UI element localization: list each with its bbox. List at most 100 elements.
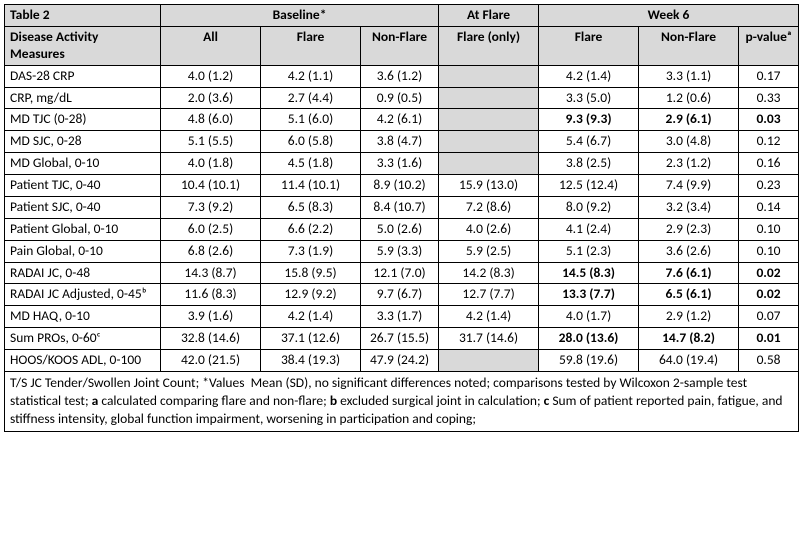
cell-all: 42.0 (21.5)	[161, 350, 261, 372]
cell-baseline-flare: 4.2 (1.1)	[261, 65, 361, 87]
footnote-text: T/S JC Tender/Swollen Joint Count; *Valu…	[10, 374, 783, 427]
cell-baseline-nonflare: 5.9 (3.3)	[361, 240, 439, 262]
table-row: HOOS/KOOS ADL, 0-10042.0 (21.5)38.4 (19.…	[5, 350, 799, 372]
cell-baseline-nonflare: 3.8 (4.7)	[361, 131, 439, 153]
cell-all: 4.0 (1.2)	[161, 65, 261, 87]
cell-pvalue: 0.03	[739, 109, 799, 131]
cell-w6-flare: 3.8 (2.5)	[539, 153, 639, 175]
row-label: RADAI JC Adjusted, 0-45ᵇ	[5, 284, 161, 306]
cell-baseline-nonflare: 4.2 (6.1)	[361, 109, 439, 131]
cell-baseline-nonflare: 26.7 (15.5)	[361, 328, 439, 350]
cell-w6-nonflare: 3.3 (1.1)	[639, 65, 739, 87]
cell-w6-nonflare: 2.3 (1.2)	[639, 153, 739, 175]
cell-all: 11.6 (8.3)	[161, 284, 261, 306]
cell-baseline-flare: 5.1 (6.0)	[261, 109, 361, 131]
cell-pvalue: 0.12	[739, 131, 799, 153]
cell-baseline-flare: 11.4 (10.1)	[261, 175, 361, 197]
cell-baseline-flare: 6.0 (5.8)	[261, 131, 361, 153]
cell-pvalue: 0.14	[739, 196, 799, 218]
cell-at-flare	[439, 131, 539, 153]
cell-baseline-nonflare: 12.1 (7.0)	[361, 262, 439, 284]
col-flare: Flare	[261, 26, 361, 65]
cell-w6-flare: 28.0 (13.6)	[539, 328, 639, 350]
cell-w6-flare: 9.3 (9.3)	[539, 109, 639, 131]
cell-at-flare: 12.7 (7.7)	[439, 284, 539, 306]
cell-at-flare: 4.2 (1.4)	[439, 306, 539, 328]
cell-baseline-flare: 6.6 (2.2)	[261, 218, 361, 240]
cell-baseline-nonflare: 47.9 (24.2)	[361, 350, 439, 372]
row-label: MD SJC, 0-28	[5, 131, 161, 153]
cell-all: 4.8 (6.0)	[161, 109, 261, 131]
cell-baseline-flare: 2.7 (4.4)	[261, 87, 361, 109]
cell-pvalue: 0.02	[739, 262, 799, 284]
cell-pvalue: 0.10	[739, 218, 799, 240]
cell-all: 7.3 (9.2)	[161, 196, 261, 218]
cell-w6-nonflare: 2.9 (2.3)	[639, 218, 739, 240]
cell-w6-flare: 5.1 (2.3)	[539, 240, 639, 262]
cell-baseline-flare: 12.9 (9.2)	[261, 284, 361, 306]
row-label: CRP, mg/dL	[5, 87, 161, 109]
cell-baseline-nonflare: 9.7 (6.7)	[361, 284, 439, 306]
header-at-flare: At Flare	[439, 5, 539, 27]
cell-w6-nonflare: 2.9 (6.1)	[639, 109, 739, 131]
table-row: MD Global, 0-104.0 (1.8)4.5 (1.8)3.3 (1.…	[5, 153, 799, 175]
cell-baseline-nonflare: 8.4 (10.7)	[361, 196, 439, 218]
table-caption: Table 2	[5, 5, 161, 27]
col-measures: Disease Activity Measures	[5, 26, 161, 65]
row-label: RADAI JC, 0-48	[5, 262, 161, 284]
cell-at-flare: 31.7 (14.6)	[439, 328, 539, 350]
cell-w6-flare: 13.3 (7.7)	[539, 284, 639, 306]
cell-pvalue: 0.58	[739, 350, 799, 372]
cell-at-flare: 7.2 (8.6)	[439, 196, 539, 218]
row-label: MD TJC (0-28)	[5, 109, 161, 131]
table-row: RADAI JC, 0-4814.3 (8.7)15.8 (9.5)12.1 (…	[5, 262, 799, 284]
cell-baseline-flare: 4.2 (1.4)	[261, 306, 361, 328]
cell-baseline-flare: 37.1 (12.6)	[261, 328, 361, 350]
row-label: MD HAQ, 0-10	[5, 306, 161, 328]
cell-w6-flare: 3.3 (5.0)	[539, 87, 639, 109]
cell-at-flare: 5.9 (2.5)	[439, 240, 539, 262]
cell-w6-flare: 59.8 (19.6)	[539, 350, 639, 372]
row-label: Patient TJC, 0-40	[5, 175, 161, 197]
cell-baseline-flare: 15.8 (9.5)	[261, 262, 361, 284]
cell-at-flare	[439, 350, 539, 372]
cell-all: 14.3 (8.7)	[161, 262, 261, 284]
table-row: Patient TJC, 0-4010.4 (10.1)11.4 (10.1)8…	[5, 175, 799, 197]
header-week6: Week 6	[539, 5, 799, 27]
row-label: Patient SJC, 0-40	[5, 196, 161, 218]
table-row: RADAI JC Adjusted, 0-45ᵇ11.6 (8.3)12.9 (…	[5, 284, 799, 306]
cell-all: 4.0 (1.8)	[161, 153, 261, 175]
disease-activity-table: Table 2 Baseline* At Flare Week 6 Diseas…	[4, 4, 799, 432]
col-w6-flare: Flare	[539, 26, 639, 65]
cell-at-flare: 4.0 (2.6)	[439, 218, 539, 240]
cell-pvalue: 0.17	[739, 65, 799, 87]
table-row: CRP, mg/dL2.0 (3.6)2.7 (4.4)0.9 (0.5)3.3…	[5, 87, 799, 109]
header-baseline: Baseline*	[161, 5, 439, 27]
cell-all: 32.8 (14.6)	[161, 328, 261, 350]
cell-w6-nonflare: 7.6 (6.1)	[639, 262, 739, 284]
row-label: Patient Global, 0-10	[5, 218, 161, 240]
table-row: Pain Global, 0-106.8 (2.6)7.3 (1.9)5.9 (…	[5, 240, 799, 262]
cell-all: 5.1 (5.5)	[161, 131, 261, 153]
cell-at-flare: 15.9 (13.0)	[439, 175, 539, 197]
cell-at-flare	[439, 87, 539, 109]
table-row: DAS-28 CRP4.0 (1.2)4.2 (1.1)3.6 (1.2)4.2…	[5, 65, 799, 87]
table-row: MD HAQ, 0-103.9 (1.6)4.2 (1.4)3.3 (1.7)4…	[5, 306, 799, 328]
cell-all: 6.8 (2.6)	[161, 240, 261, 262]
table-body: DAS-28 CRP4.0 (1.2)4.2 (1.1)3.6 (1.2)4.2…	[5, 65, 799, 371]
cell-baseline-nonflare: 3.3 (1.6)	[361, 153, 439, 175]
col-flare-only: Flare (only)	[439, 26, 539, 65]
table-row: MD TJC (0-28)4.8 (6.0)5.1 (6.0)4.2 (6.1)…	[5, 109, 799, 131]
row-label: Sum PROs, 0-60ᶜ	[5, 328, 161, 350]
cell-w6-flare: 8.0 (9.2)	[539, 196, 639, 218]
row-label: DAS-28 CRP	[5, 65, 161, 87]
cell-all: 6.0 (2.5)	[161, 218, 261, 240]
cell-pvalue: 0.10	[739, 240, 799, 262]
cell-w6-nonflare: 7.4 (9.9)	[639, 175, 739, 197]
row-label: MD Global, 0-10	[5, 153, 161, 175]
cell-w6-flare: 4.1 (2.4)	[539, 218, 639, 240]
table-row: Patient Global, 0-106.0 (2.5)6.6 (2.2)5.…	[5, 218, 799, 240]
row-label: HOOS/KOOS ADL, 0-100	[5, 350, 161, 372]
table-row: Patient SJC, 0-407.3 (9.2)6.5 (8.3)8.4 (…	[5, 196, 799, 218]
col-pvalue: p-valueᵃ	[739, 26, 799, 65]
